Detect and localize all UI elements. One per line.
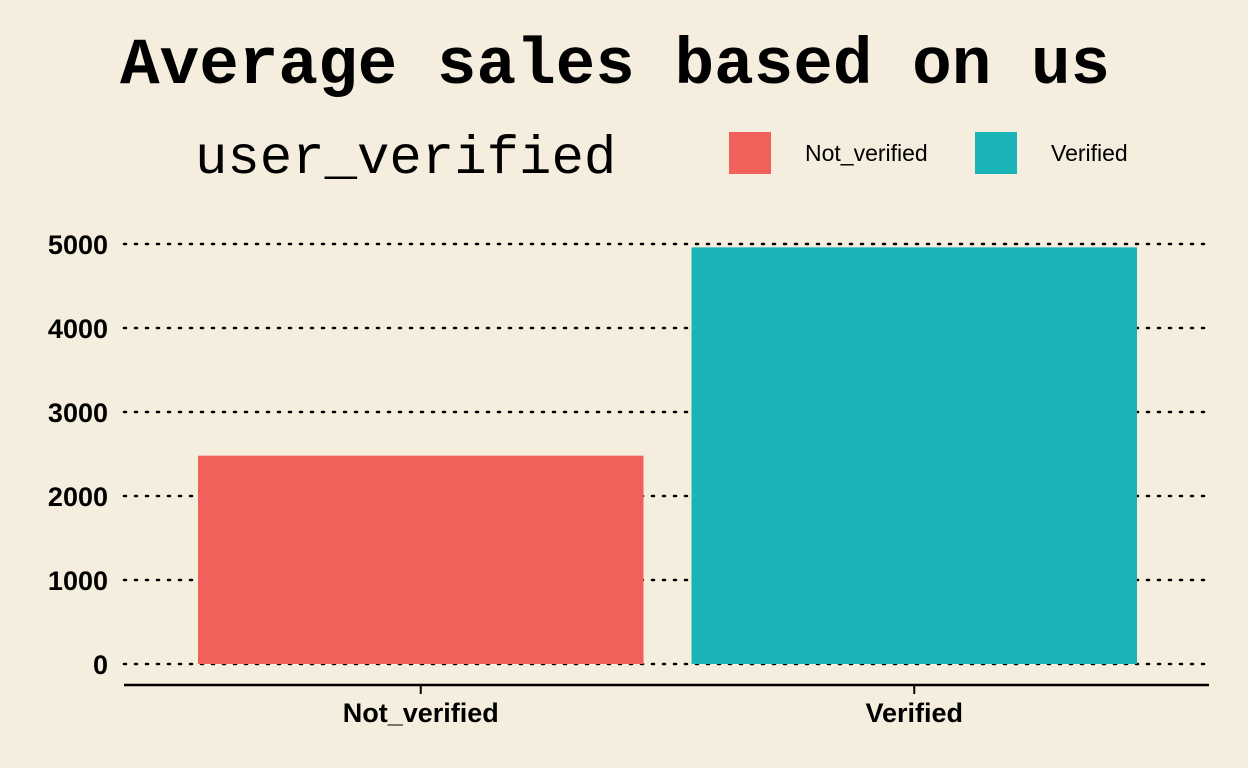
bar-verified [691, 247, 1137, 665]
legend-key-verified [975, 132, 1017, 174]
legend: user_verified Not_verified Verified [195, 129, 1128, 190]
bar-not-verified [198, 455, 644, 664]
x-tick-label: Verified [865, 698, 963, 728]
legend-entries: Not_verified Verified [729, 132, 1128, 174]
y-tick-label: 3000 [48, 398, 108, 428]
x-tick-label: Not_verified [343, 698, 499, 728]
y-tick-label: 0 [93, 650, 108, 680]
x-axis: Not_verified Verified [343, 685, 963, 728]
legend-label: Verified [1051, 140, 1128, 166]
legend-label: Not_verified [805, 140, 928, 166]
y-tick-label: 5000 [48, 230, 108, 260]
chart-title: Average sales based on us [120, 28, 1110, 103]
y-tick-label: 4000 [48, 314, 108, 344]
y-axis: 0 1000 2000 3000 4000 5000 [48, 230, 108, 680]
bars [198, 247, 1137, 665]
legend-title: user_verified [195, 129, 616, 190]
y-tick-label: 2000 [48, 482, 108, 512]
legend-key-not-verified [729, 132, 771, 174]
y-tick-label: 1000 [48, 566, 108, 596]
